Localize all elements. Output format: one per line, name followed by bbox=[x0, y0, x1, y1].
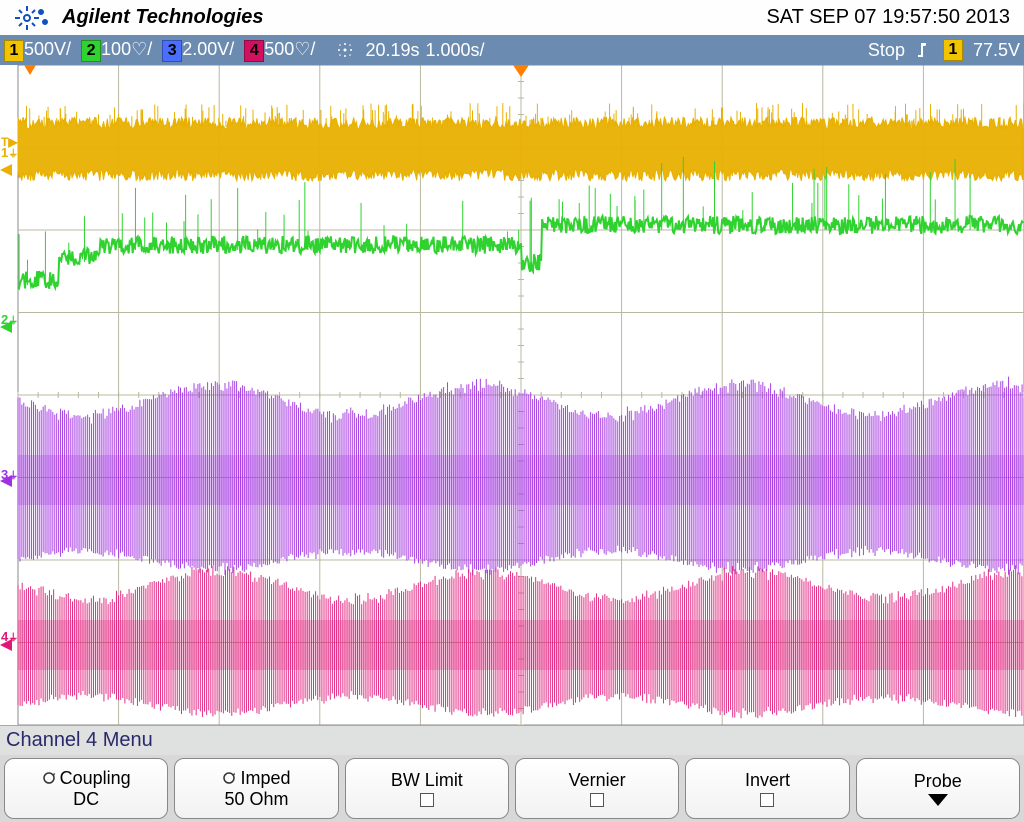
timestamp: SAT SEP 07 19:57:50 2013 bbox=[766, 6, 1010, 29]
brand-text: Agilent Technologies bbox=[62, 6, 264, 29]
softkey-label: Vernier bbox=[569, 770, 626, 791]
trigger-source-box: 1 bbox=[943, 39, 963, 61]
channel-3-scale: 2.00V/ bbox=[182, 39, 234, 60]
checkbox-icon bbox=[420, 793, 434, 807]
softkey-coupling[interactable]: CouplingDC bbox=[4, 758, 168, 819]
rotary-icon bbox=[222, 771, 236, 785]
checkbox-icon bbox=[760, 793, 774, 807]
channel-2-scale: 100♡/ bbox=[101, 39, 152, 60]
softkey-label: Invert bbox=[745, 770, 790, 791]
softkey-label: Probe bbox=[914, 771, 962, 792]
channel-4-scale: 500♡/ bbox=[264, 39, 315, 60]
status-bar: 1 500V/2 100♡/ 3 2.00V/4 500♡/ 20.19s 1.0… bbox=[0, 35, 1024, 65]
softkey-invert[interactable]: Invert bbox=[685, 758, 849, 819]
softkey-value: 50 Ohm bbox=[224, 789, 288, 810]
softkey-vernier[interactable]: Vernier bbox=[515, 758, 679, 819]
run-state: Stop bbox=[868, 40, 905, 61]
softkey-label: BW Limit bbox=[391, 770, 463, 791]
channel-4-ground-marker: 4⏚ bbox=[0, 629, 20, 644]
channel-1-box[interactable]: 1 bbox=[4, 40, 24, 62]
channel-2-box[interactable]: 2 bbox=[81, 40, 101, 62]
trigger-edge-icon bbox=[915, 40, 933, 60]
channel-3-box[interactable]: 3 bbox=[162, 40, 182, 62]
header: Agilent Technologies SAT SEP 07 19:57:50… bbox=[0, 0, 1024, 35]
softkey-row: CouplingDCImped50 OhmBW LimitVernierInve… bbox=[0, 755, 1024, 822]
timebase-ref-icon bbox=[331, 40, 359, 60]
channel-3-ground-marker: 3⏚ bbox=[0, 467, 20, 482]
trigger-level-marker: T▶ bbox=[0, 135, 20, 149]
delay-value: 20.19s bbox=[365, 40, 419, 61]
menu-bar: Channel 4 Menu bbox=[0, 725, 1024, 755]
down-arrow-icon bbox=[928, 794, 948, 806]
channel-4-box[interactable]: 4 bbox=[244, 40, 264, 62]
softkey-label: Coupling bbox=[60, 768, 131, 789]
softkey-probe[interactable]: Probe bbox=[856, 758, 1020, 819]
trigger-level: 77.5V bbox=[973, 40, 1020, 61]
checkbox-icon bbox=[590, 793, 604, 807]
waveform-display: 1⏚2⏚3⏚4⏚T▶ bbox=[0, 65, 1024, 725]
scope-canvas bbox=[0, 65, 1024, 725]
timebase-value: 1.000s/ bbox=[425, 40, 484, 61]
channel-2-ground-marker: 2⏚ bbox=[0, 312, 20, 327]
softkey-label: Imped bbox=[240, 768, 290, 789]
rotary-icon bbox=[42, 771, 56, 785]
softkey-value: DC bbox=[73, 789, 99, 810]
softkey-bw-limit[interactable]: BW Limit bbox=[345, 758, 509, 819]
channel-1-scale: 500V/ bbox=[24, 39, 71, 60]
agilent-logo bbox=[10, 3, 56, 33]
menu-title: Channel 4 Menu bbox=[6, 729, 153, 752]
softkey-imped[interactable]: Imped50 Ohm bbox=[174, 758, 338, 819]
